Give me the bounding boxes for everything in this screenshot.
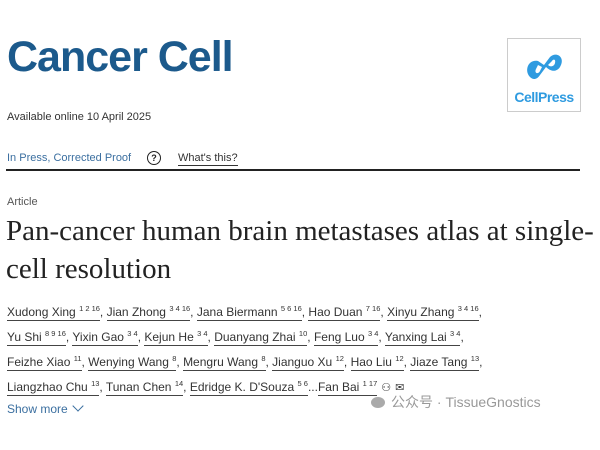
article-status[interactable]: In Press, Corrected Proof xyxy=(7,152,132,164)
author-link[interactable]: Duanyang Zhai 10 xyxy=(214,329,308,346)
watermark: 公众号 · TissueGnostics xyxy=(371,392,541,412)
available-online-date: Available online 10 April 2025 xyxy=(7,111,152,123)
affiliation-sup[interactable]: 3 4 xyxy=(197,329,208,338)
affiliation-sup[interactable]: 1 17 xyxy=(362,379,378,388)
cellpress-logo-icon xyxy=(527,54,562,79)
author-link[interactable]: Tunan Chen 14 xyxy=(105,379,184,396)
author-link[interactable]: Yu Shi 8 9 16 xyxy=(7,329,66,346)
article-type: Article xyxy=(7,196,38,208)
wechat-icon xyxy=(371,397,385,408)
author-link[interactable]: Liangzhao Chu 13 xyxy=(7,379,100,396)
affiliation-sup[interactable]: 12 xyxy=(335,354,344,363)
watermark-text: 公众号 · TissueGnostics xyxy=(391,394,541,410)
whats-this-link[interactable]: What's this? xyxy=(178,152,238,166)
affiliation-sup[interactable]: 3 4 16 xyxy=(169,304,191,313)
affiliation-sup[interactable]: 3 4 xyxy=(450,329,461,338)
author-link[interactable]: Mengru Wang 8 xyxy=(183,354,266,371)
author-link[interactable]: Jana Biermann 5 6 16 xyxy=(196,304,302,321)
author-link[interactable]: Wenying Wang 8 xyxy=(88,354,177,371)
author-link[interactable]: Jian Zhong 3 4 16 xyxy=(106,304,191,321)
envelope-icon[interactable]: ✉ xyxy=(395,382,405,394)
affiliation-sup[interactable]: 10 xyxy=(298,329,308,338)
affiliation-sup[interactable]: 8 9 16 xyxy=(45,329,66,338)
affiliation-sup[interactable]: 14 xyxy=(174,379,184,388)
author-list: Xudong Xing 1 2 16, Jian Zhong 3 4 16, J… xyxy=(7,298,597,399)
journal-title[interactable]: Cancer Cell xyxy=(7,33,234,81)
author-link[interactable]: Hao Liu 12 xyxy=(350,354,404,371)
affiliation-sup[interactable]: 11 xyxy=(73,354,82,363)
cellpress-logo-text: CellPress xyxy=(514,89,574,105)
affiliation-sup[interactable]: 7 16 xyxy=(365,304,381,313)
affiliation-sup[interactable]: 8 xyxy=(172,354,177,363)
chevron-down-icon xyxy=(72,400,84,412)
author-link[interactable]: Feng Luo 3 4 xyxy=(313,329,379,346)
author-link[interactable]: Fan Bai 1 17 xyxy=(317,379,378,396)
author-link[interactable]: Jianguo Xu 12 xyxy=(272,354,344,371)
author-link[interactable]: Hao Duan 7 16 xyxy=(308,304,381,321)
author-link[interactable]: Yixin Gao 3 4 xyxy=(72,329,138,346)
affiliation-sup[interactable]: 8 xyxy=(261,354,266,363)
divider xyxy=(6,169,580,171)
author-ellipsis: ... xyxy=(307,380,318,394)
cellpress-logo[interactable]: CellPress xyxy=(507,38,581,112)
author-link[interactable]: Yanxing Lai 3 4 xyxy=(384,329,461,346)
affiliation-sup[interactable]: 3 4 xyxy=(367,329,379,338)
author-link[interactable]: Feizhe Xiao 11 xyxy=(7,354,82,371)
affiliation-sup[interactable]: 12 xyxy=(395,354,404,363)
affiliation-sup[interactable]: 3 4 16 xyxy=(457,304,479,313)
affiliation-sup[interactable]: 1 2 16 xyxy=(79,304,100,313)
author-link[interactable]: Kejun He 3 4 xyxy=(144,329,208,346)
person-icon[interactable]: ⚇ xyxy=(381,382,392,394)
affiliation-sup[interactable]: 13 xyxy=(470,354,480,363)
author-link[interactable]: Xinyu Zhang 3 4 16 xyxy=(387,304,479,321)
author-link[interactable]: Xudong Xing 1 2 16 xyxy=(7,304,100,321)
author-link[interactable]: Edridge K. D'Souza 5 6 xyxy=(189,379,308,396)
question-circle-icon[interactable]: ? xyxy=(147,151,161,165)
affiliation-sup[interactable]: 5 6 xyxy=(297,379,308,388)
author-link[interactable]: Jiaze Tang 13 xyxy=(410,354,480,371)
article-title: Pan-cancer human brain metastases atlas … xyxy=(6,215,594,285)
affiliation-sup[interactable]: 5 6 16 xyxy=(280,304,302,313)
affiliation-sup[interactable]: 3 4 xyxy=(127,329,138,338)
show-more-button[interactable]: Show more xyxy=(7,400,84,416)
show-more-label: Show more xyxy=(7,402,68,416)
affiliation-sup[interactable]: 13 xyxy=(91,379,100,388)
